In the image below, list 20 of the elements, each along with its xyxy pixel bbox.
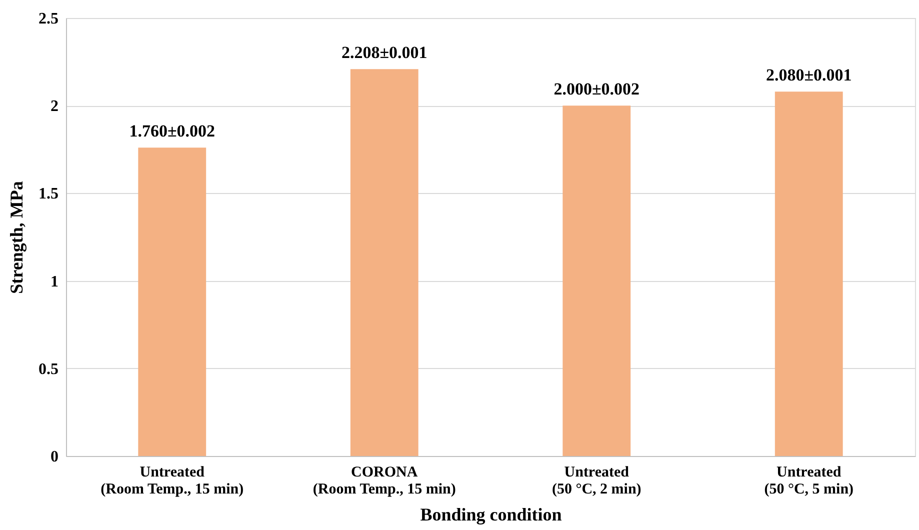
y-tick-label: 2.5 bbox=[38, 10, 58, 28]
data-label: 2.000±0.002 bbox=[554, 80, 640, 99]
y-axis-title: Strength, MPa bbox=[6, 181, 26, 294]
y-tick-label: 0 bbox=[50, 448, 58, 466]
x-tick-label: CORONA (Room Temp., 15 min) bbox=[312, 464, 456, 498]
x-tick-label: Untreated (50 °C, 5 min) bbox=[764, 464, 854, 498]
y-tick-label: 2 bbox=[50, 98, 58, 116]
data-label: 2.080±0.001 bbox=[766, 66, 852, 85]
x-tick-label: Untreated (50 °C, 2 min) bbox=[552, 464, 642, 498]
data-label: 1.760±0.002 bbox=[129, 122, 216, 141]
x-axis-title: Bonding condition bbox=[420, 504, 562, 524]
bar bbox=[138, 148, 206, 456]
y-tick-label: 1 bbox=[50, 273, 58, 290]
data-label: 2.208±0.001 bbox=[341, 43, 428, 62]
y-tick-label: 0.5 bbox=[38, 360, 58, 378]
bar bbox=[562, 106, 631, 456]
bar bbox=[774, 92, 843, 456]
y-tick-label: 1.5 bbox=[38, 186, 58, 203]
bar bbox=[350, 69, 418, 456]
x-tick-label: Untreated (Room Temp., 15 min) bbox=[100, 464, 244, 498]
